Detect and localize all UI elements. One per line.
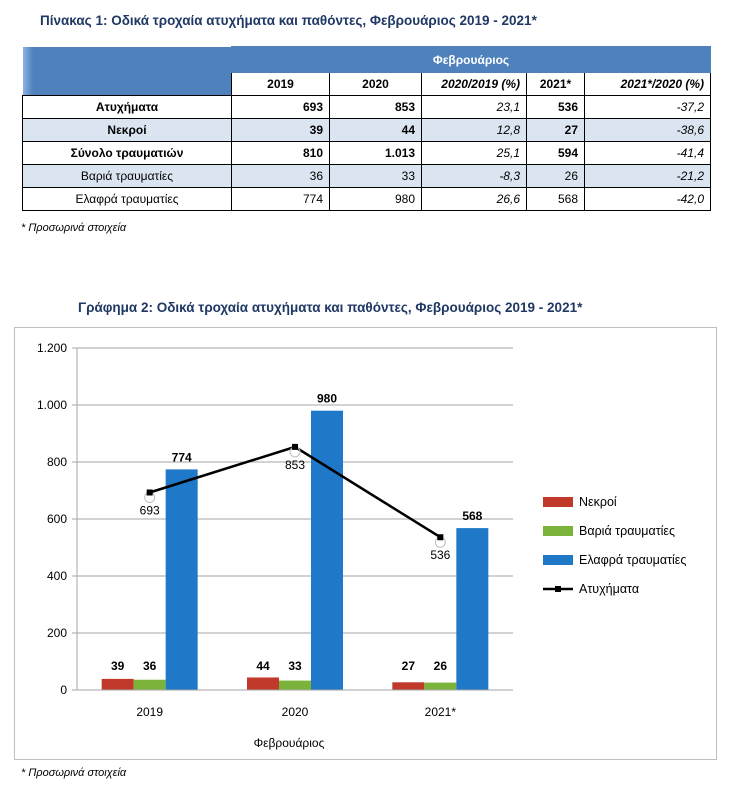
table-cell: 26: [526, 164, 585, 188]
month-header: Φεβρουάριος: [231, 46, 711, 73]
y-tick-label: 400: [47, 569, 67, 583]
y-tick-label: 0: [60, 683, 67, 697]
bar-value-label: 980: [317, 392, 337, 406]
column-header: 2020: [329, 72, 422, 96]
x-tick-label: 2021*: [425, 705, 457, 719]
legend-label: Βαριά τραυματίες: [579, 524, 675, 538]
y-tick-label: 1.200: [37, 341, 67, 355]
chart-footnote: * Προσωρινά στοιχεία: [21, 767, 127, 779]
row-label: Βαριά τραυματίες: [22, 164, 232, 188]
bar-line-chart: 0 200 400 600 800 1.000 1.200 39 36 774 2019 44 33 98…: [37, 341, 686, 750]
table-cell: 594: [526, 141, 585, 165]
table-cell: 568: [526, 187, 585, 211]
row-label: Νεκροί: [22, 118, 232, 142]
table-cell: -21,2: [584, 164, 711, 188]
legend-label: Ελαφρά τραυματίες: [579, 553, 686, 567]
table-cell: -41,4: [584, 141, 711, 165]
bar: [456, 528, 489, 690]
line-marker: [292, 443, 298, 450]
legend-label: Ατυχήματα: [579, 582, 639, 596]
bar: [424, 682, 457, 690]
line-marker: [437, 534, 444, 541]
row-label: Ελαφρά τραυματίες: [22, 187, 232, 211]
bar-value-label: 44: [256, 659, 270, 673]
bar-value-label: 39: [111, 659, 125, 673]
y-tick-label: 600: [47, 512, 67, 526]
bar-value-label: 568: [462, 509, 482, 523]
column-header: 2020/2019 (%): [421, 72, 527, 96]
table-footnote: * Προσωρινά στοιχεία: [21, 222, 127, 234]
y-tick-label: 1.000: [37, 398, 67, 412]
column-header-row: 2019 2020 2020/2019 (%) 2021* 2021*/2020…: [23, 72, 711, 96]
row-label: Σύνολο τραυματιών: [22, 141, 232, 165]
legend-swatch-marker: [555, 586, 561, 592]
table-cell: -38,6: [584, 118, 711, 142]
bar: [279, 680, 311, 690]
bar-value-label: 36: [143, 659, 157, 673]
table-cell: 853: [329, 95, 422, 119]
table-title: Πίνακας 1: Οδικά τροχαία ατυχήματα και π…: [40, 13, 537, 28]
legend-label: Νεκροί: [579, 495, 617, 509]
table-cell: 1.013: [329, 141, 422, 165]
line-value-label: 536: [430, 548, 450, 562]
statistics-table: Φεβρουάριος 2019 2020 2020/2019 (%) 2021…: [22, 46, 711, 211]
legend-swatch: [543, 526, 573, 536]
bar-value-label: 27: [402, 659, 416, 673]
table-row: Σύνολο τραυματιών 810 1.013 25,1 594 -41…: [22, 141, 711, 165]
bar: [133, 679, 166, 690]
table-cell: 36: [231, 164, 330, 188]
y-tick-label: 200: [47, 626, 67, 640]
table-cell: 774: [231, 187, 330, 211]
table-row: Νεκροί 39 44 12,8 27 -38,6: [22, 118, 711, 142]
table-cell: 693: [231, 95, 330, 119]
bar-value-label: 774: [172, 450, 192, 464]
bar: [311, 410, 343, 690]
bar: [392, 682, 425, 690]
bar-value-label: 26: [434, 659, 448, 673]
x-tick-label: 2020: [282, 705, 309, 719]
table-cell: -8,3: [421, 164, 527, 188]
table-row: Ελαφρά τραυματίες 774 980 26,6 568 -42,0: [22, 187, 711, 211]
line-value-label: 693: [140, 503, 160, 517]
table-cell: 27: [526, 118, 585, 142]
bar: [165, 469, 198, 690]
table-row: Ατυχήματα 693 853 23,1 536 -37,2: [22, 95, 711, 119]
bar-value-label: 33: [288, 659, 302, 673]
table-cell: 980: [329, 187, 422, 211]
table-cell: -42,0: [584, 187, 711, 211]
column-header: 2021*/2020 (%): [584, 72, 711, 96]
bar: [101, 678, 134, 690]
table-row: Βαριά τραυματίες 36 33 -8,3 26 -21,2: [22, 164, 711, 188]
chart-frame: 0 200 400 600 800 1.000 1.200 39 36 774 2019 44 33 98…: [14, 327, 717, 760]
table-cell: 536: [526, 95, 585, 119]
table-cell: 39: [231, 118, 330, 142]
column-header: 2019: [231, 72, 330, 96]
table-corner: [22, 46, 232, 96]
table-cell: 810: [231, 141, 330, 165]
table-cell: 25,1: [421, 141, 527, 165]
column-header: 2021*: [526, 72, 585, 96]
table-cell: 33: [329, 164, 422, 188]
table-cell: 44: [329, 118, 422, 142]
table-cell: 23,1: [421, 95, 527, 119]
y-tick-label: 800: [47, 455, 67, 469]
row-label: Ατυχήματα: [22, 95, 232, 119]
table-cell: -37,2: [584, 95, 711, 119]
line-value-label: 853: [285, 458, 305, 472]
bar: [247, 677, 279, 690]
legend-swatch: [543, 555, 573, 565]
chart-title: Γράφημα 2: Οδικά τροχαία ατυχήματα και π…: [78, 300, 583, 315]
legend-swatch: [543, 497, 573, 507]
x-tick-label: 2019: [136, 705, 163, 719]
table-cell: 12,8: [421, 118, 527, 142]
table-cell: 26,6: [421, 187, 527, 211]
line-marker: [146, 489, 153, 496]
x-axis-title: Φεβρουάριος: [254, 736, 325, 750]
